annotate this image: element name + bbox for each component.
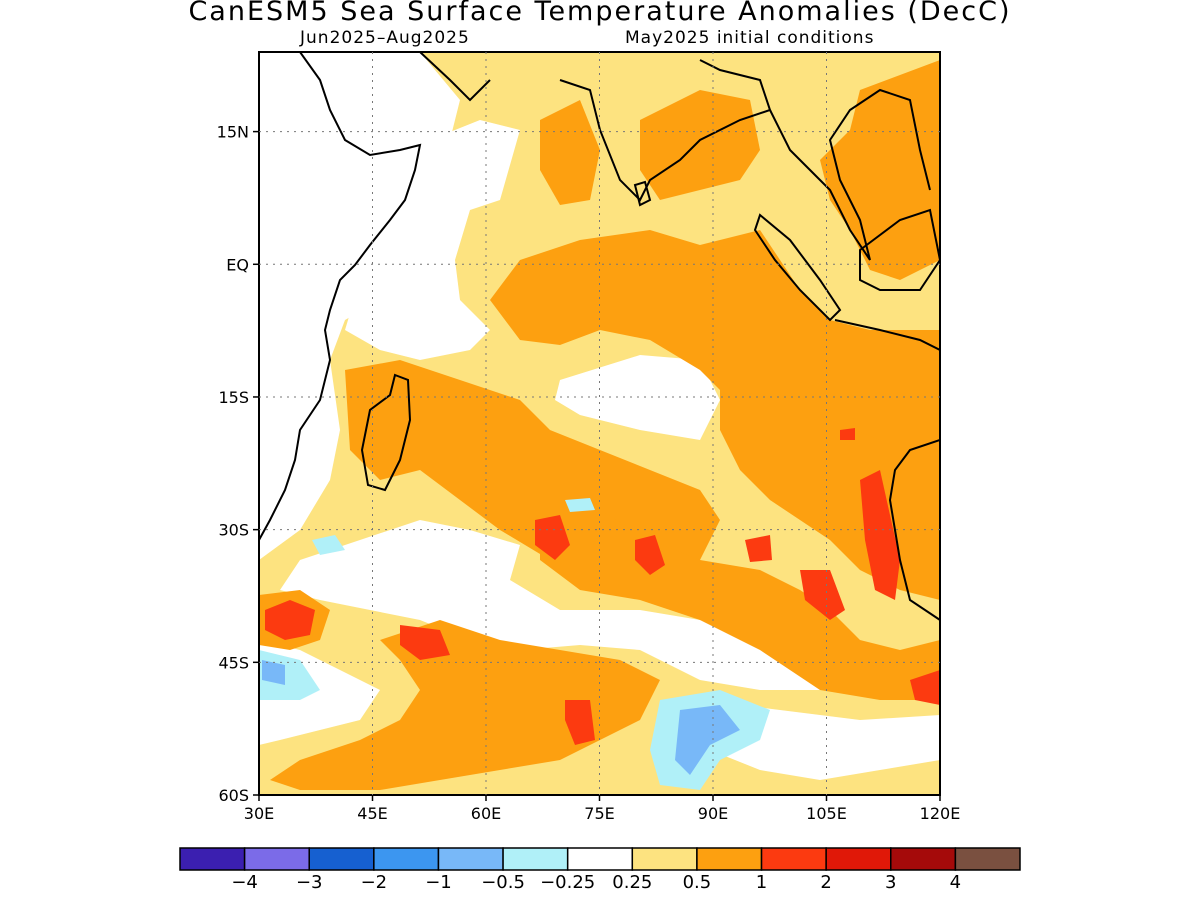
lon-tick-label: 105E <box>806 804 847 823</box>
anomaly-neg-1-south <box>675 705 740 775</box>
colorbar-swatch <box>308 847 375 871</box>
colorbar-label: 1 <box>756 872 767 893</box>
anomaly-1-patch-e <box>860 470 900 600</box>
colorbar-swatch <box>566 847 634 871</box>
colorbar-swatch <box>502 847 569 871</box>
anomaly-neg-sw-core <box>262 660 285 685</box>
borneo-coast <box>859 208 940 291</box>
anomaly-1-patch-a <box>535 515 570 560</box>
colorbar-swatch <box>373 847 440 871</box>
anomaly-0.5-west-central <box>345 360 720 580</box>
colorbar-swatch <box>631 847 698 871</box>
lat-tick-label: 30S <box>218 521 249 540</box>
lon-tick-label: 120E <box>920 804 961 823</box>
anomaly-0.5-arabian <box>540 100 600 205</box>
anomaly-0.5-equatorial <box>490 230 940 480</box>
lon-tick-label: 45E <box>357 804 387 823</box>
anomaly-1-patch-f <box>840 428 855 440</box>
sri-lanka-coast <box>633 180 652 207</box>
colorbar-label: −0.5 <box>481 872 525 893</box>
colorbar-label: −4 <box>231 872 258 893</box>
anomaly-1-patch-c <box>745 535 772 562</box>
madagascar-coast <box>360 373 412 492</box>
anomaly-1-patch-sw <box>265 600 315 640</box>
colorbar-label: 0.5 <box>683 872 712 893</box>
africa-coast <box>259 52 422 541</box>
lat-tick-label: 15S <box>218 388 249 407</box>
lat-tick-label: 60S <box>218 786 249 805</box>
anomaly-neg-small-b <box>565 498 595 512</box>
anomaly-0.5-scs <box>820 60 940 280</box>
anomaly-1-patch-g <box>565 700 595 745</box>
colorbar-swatch <box>696 847 763 871</box>
anomaly-1-patch-h <box>400 625 450 660</box>
colorbar-label: 3 <box>885 872 896 893</box>
colorbar-label: 4 <box>950 872 961 893</box>
white-patch-south <box>280 520 830 690</box>
coastlines <box>259 52 940 621</box>
initial-conditions: May2025 initial conditions <box>625 28 875 48</box>
anomaly-0.5-south <box>270 620 660 790</box>
anomaly-0.5-bay-of-bengal <box>640 90 760 200</box>
colorbar-label: −0.25 <box>540 872 595 893</box>
colorbar-swatch <box>760 847 827 871</box>
lon-tick-label: 75E <box>584 804 614 823</box>
grid-lines <box>259 52 940 795</box>
lon-tick-label: 30E <box>244 804 274 823</box>
white-patch-arabian <box>345 120 520 360</box>
anomaly-1-patch-d <box>800 570 845 620</box>
lon-tick-label: 60E <box>471 804 501 823</box>
colorbar-swatch <box>437 847 504 871</box>
anomaly-field <box>259 52 940 795</box>
anomaly-1-patch-i <box>910 670 940 705</box>
colorbar-label: 2 <box>820 872 831 893</box>
colorbar-swatch <box>890 847 957 871</box>
white-patch-central <box>555 355 720 440</box>
forecast-period: Jun2025–Aug2025 <box>300 28 470 48</box>
arabia-coast <box>419 52 491 102</box>
colorbar-swatch <box>954 847 1021 871</box>
colorbar-label: −2 <box>361 872 388 893</box>
lon-tick-label: 90E <box>698 804 728 823</box>
sumatra-coast <box>753 213 842 322</box>
indochina-coast <box>769 88 931 261</box>
anomaly-neg-small-a <box>312 535 345 555</box>
lat-tick-label: EQ <box>226 255 249 274</box>
lat-tick-label: 45S <box>218 653 249 672</box>
colorbar-label: −3 <box>296 872 323 893</box>
colorbar-swatch <box>179 847 246 871</box>
java-coast <box>834 319 940 351</box>
map-title: CanESM5 Sea Surface Temperature Anomalie… <box>188 0 1012 27</box>
colorbar: −4 −3 −2 −1 −0.5 −0.25 0.25 0.5 1 2 3 4 <box>179 847 1021 893</box>
lat-tick-label: 15N <box>217 123 249 142</box>
colorbar-label: −1 <box>425 872 452 893</box>
colorbar-swatch <box>825 847 892 871</box>
colorbar-label: 0.25 <box>612 872 652 893</box>
anomaly-1-patch-b <box>635 535 665 575</box>
australia-coast <box>888 439 940 621</box>
colorbar-swatch <box>243 847 310 871</box>
